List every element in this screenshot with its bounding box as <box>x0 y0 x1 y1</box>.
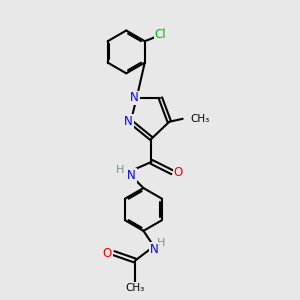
Text: O: O <box>174 166 183 179</box>
Text: H: H <box>157 238 166 248</box>
Text: N: N <box>130 92 139 104</box>
Text: O: O <box>103 247 112 260</box>
Text: CH₃: CH₃ <box>125 283 145 293</box>
Text: Cl: Cl <box>155 28 166 41</box>
Text: CH₃: CH₃ <box>190 114 209 124</box>
Text: N: N <box>124 115 133 128</box>
Text: N: N <box>127 169 136 182</box>
Text: H: H <box>116 165 125 175</box>
Text: N: N <box>149 243 158 256</box>
